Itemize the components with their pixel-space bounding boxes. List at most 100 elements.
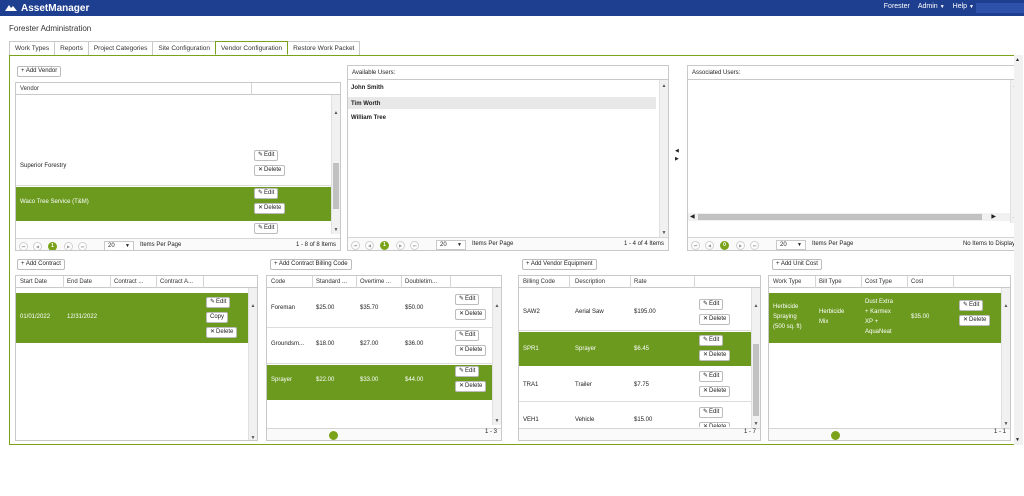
scroll-down-icon[interactable]: ▼ [661, 230, 667, 236]
billing-row-selected[interactable]: Sprayer $22.00 $33.00 $44.00 ✎Edit ✕Dele… [267, 365, 492, 400]
unit-cost-row-selected[interactable]: Herbicide Spraying (500 sq. ft) Herbicid… [769, 293, 1001, 343]
current-page[interactable]: 0 [720, 241, 729, 250]
billing-row[interactable]: Foreman $25.00 $35.70 $50.00 ✎Edit ✕Dele… [267, 293, 492, 328]
scroll-up-icon[interactable]: ▲ [250, 303, 256, 309]
scrollbar-thumb[interactable] [698, 214, 982, 220]
vendor-row[interactable]: Superior Forestry ✎Edit ✕Delete [16, 148, 331, 186]
edit-button[interactable]: ✎Edit [455, 366, 480, 377]
delete-button[interactable]: ✕Delete [455, 345, 487, 356]
delete-button[interactable]: ✕Delete [959, 315, 991, 326]
scrollbar-thumb[interactable] [753, 344, 759, 416]
scroll-down-icon[interactable]: ▼ [333, 227, 339, 233]
app-logo[interactable]: AssetManager [4, 2, 89, 14]
scroll-down-icon[interactable]: ▼ [1015, 437, 1020, 443]
scroll-up-icon[interactable]: ▲ [1015, 57, 1020, 63]
scroll-down-icon[interactable]: ▼ [1003, 421, 1009, 427]
current-page[interactable] [329, 431, 338, 440]
add-billing-code-button[interactable]: + Add Contract Billing Code [270, 259, 352, 270]
delete-button[interactable]: ✕Delete [455, 381, 487, 392]
tab-site-configuration[interactable]: Site Configuration [152, 41, 216, 55]
edit-button[interactable]: ✎Edit [959, 300, 984, 311]
description-header[interactable]: Description [575, 279, 606, 285]
prev-page-icon[interactable]: ◀ [33, 242, 42, 250]
edit-button[interactable]: ✎Edit [254, 150, 279, 161]
tab-restore-work-packet[interactable]: Restore Work Packet [287, 41, 361, 55]
end-date-header[interactable]: End Date [67, 279, 93, 285]
edit-button[interactable]: ✎Edit [699, 299, 724, 310]
current-page[interactable]: 1 [48, 242, 57, 250]
user-item[interactable]: Tim Worth [351, 101, 381, 107]
standard-rate-header[interactable]: Standard ... [316, 279, 348, 285]
vendor-column-header[interactable]: Vendor [20, 86, 40, 92]
edit-button[interactable]: ✎Edit [699, 371, 724, 382]
scroll-up-icon[interactable]: ▲ [753, 303, 759, 309]
last-page-icon[interactable]: ⏭ [410, 241, 419, 250]
add-contract-button[interactable]: + Add Contract [17, 259, 65, 270]
billing-scrollbar[interactable]: ▲ ▼ [492, 288, 501, 425]
page-size-select[interactable]: 20 ▼ [104, 241, 134, 250]
move-left-icon[interactable]: ◀ [675, 148, 679, 154]
doubletime-rate-header[interactable]: Doubletim... [405, 279, 438, 285]
move-right-icon[interactable]: ▶ [675, 156, 679, 162]
edit-button[interactable]: ✎Edit [254, 223, 279, 234]
scroll-left-icon[interactable]: ◀ [690, 214, 695, 220]
cost-header[interactable]: Cost [911, 279, 924, 285]
contract-column-header[interactable]: Contract ... [114, 279, 144, 285]
delete-button[interactable]: ✕Delete [699, 386, 731, 397]
scroll-down-icon[interactable]: ▼ [250, 435, 256, 441]
code-header[interactable]: Code [271, 279, 286, 285]
page-size-select[interactable]: 20 ▼ [436, 240, 466, 250]
add-vendor-equipment-button[interactable]: + Add Vendor Equipment [522, 259, 597, 270]
edit-button[interactable]: ✎Edit [699, 335, 724, 346]
scroll-down-icon[interactable]: ▼ [753, 421, 759, 427]
next-page-icon[interactable]: ▶ [64, 242, 73, 250]
first-page-icon[interactable]: ⏮ [351, 241, 360, 250]
current-page[interactable] [831, 431, 840, 440]
last-page-icon[interactable]: ⏭ [750, 241, 759, 250]
prev-page-icon[interactable]: ◀ [705, 241, 714, 250]
equipment-scrollbar[interactable]: ▲ ▼ [751, 288, 760, 428]
scroll-up-icon[interactable]: ▲ [333, 110, 339, 116]
page-size-select[interactable]: 20 ▼ [776, 240, 806, 250]
user-item[interactable]: William Tree [351, 115, 386, 121]
user-item[interactable]: John Smith [351, 85, 384, 91]
billing-row[interactable]: Groundsm... $18.00 $27.00 $36.00 ✎Edit ✕… [267, 329, 492, 364]
delete-button[interactable]: ✕Delete [254, 165, 286, 176]
edit-button[interactable]: ✎Edit [699, 407, 724, 418]
billing-code-header[interactable]: Billing Code [523, 279, 556, 285]
next-page-icon[interactable]: ▶ [396, 241, 405, 250]
last-page-icon[interactable]: ⏭ [78, 242, 87, 250]
edit-button[interactable]: ✎Edit [254, 188, 279, 199]
associated-users-hscrollbar[interactable]: ◀ ▶ [688, 213, 1010, 221]
contract-row-selected[interactable]: 01/01/2022 12/31/2022 ✎Edit Copy ✕Delete [16, 293, 248, 343]
prev-page-icon[interactable]: ◀ [365, 241, 374, 250]
delete-button[interactable]: ✕Delete [699, 314, 731, 325]
bill-type-header[interactable]: Bill Type [819, 279, 842, 285]
scroll-down-icon[interactable]: ▼ [494, 418, 500, 424]
user-menu[interactable]: Forester [883, 3, 910, 10]
delete-button[interactable]: ✕Delete [206, 327, 238, 338]
help-menu[interactable]: Help ▼ [953, 3, 974, 10]
contract-scrollbar[interactable]: ▲ ▼ [248, 288, 257, 441]
equipment-row[interactable]: TRA1 Trailer $7.75 ✎Edit ✕Delete [519, 367, 751, 402]
scroll-right-icon[interactable]: ▶ [991, 214, 996, 220]
tab-vendor-configuration[interactable]: Vendor Configuration [215, 41, 289, 55]
next-page-icon[interactable]: ▶ [736, 241, 745, 250]
scroll-up-icon[interactable]: ▲ [1003, 303, 1009, 309]
tab-work-types[interactable]: Work Types [9, 41, 56, 55]
equipment-row[interactable]: SAW2 Aerial Saw $195.00 ✎Edit ✕Delete [519, 294, 751, 331]
equipment-row-selected[interactable]: SPR1 Sprayer $6.45 ✎Edit ✕Delete [519, 332, 751, 366]
vendor-scrollbar[interactable]: ▲ ▼ [331, 95, 340, 234]
delete-button[interactable]: ✕Delete [254, 203, 286, 214]
delete-button[interactable]: ✕Delete [699, 422, 731, 427]
current-page[interactable]: 1 [380, 241, 389, 250]
contract-amount-header[interactable]: Contract A... [160, 279, 194, 285]
unit-cost-scrollbar[interactable]: ▲ ▼ [1001, 288, 1010, 428]
scrollbar-thumb[interactable] [333, 163, 339, 209]
rate-header[interactable]: Rate [634, 279, 647, 285]
scroll-up-icon[interactable]: ▲ [494, 303, 500, 309]
page-scrollbar[interactable]: ▲ ▼ [1014, 55, 1023, 445]
vendor-row-partial[interactable]: ✎Edit [16, 222, 331, 234]
cost-type-header[interactable]: Cost Type [865, 279, 892, 285]
admin-menu[interactable]: Admin ▼ [918, 3, 945, 10]
